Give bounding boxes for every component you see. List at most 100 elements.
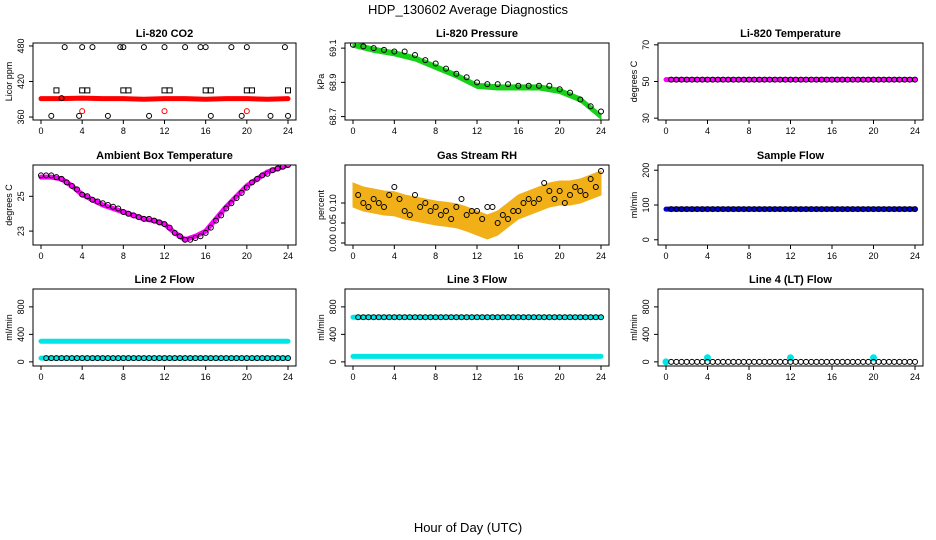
data-point [709, 358, 716, 365]
data-point [912, 358, 918, 365]
panel-series [662, 354, 918, 366]
data-point [151, 217, 158, 224]
data-point [146, 215, 153, 222]
data-point [479, 216, 486, 222]
data-point [525, 196, 532, 202]
data-point [243, 184, 250, 191]
x-tick-label: 0 [663, 251, 668, 261]
x-tick-label: 8 [121, 372, 126, 382]
data-point [182, 44, 189, 51]
data-point [494, 220, 501, 226]
data-point [678, 358, 685, 365]
x-tick-label: 8 [746, 372, 751, 382]
data-point [207, 224, 214, 231]
data-point [787, 354, 794, 362]
panel-frame [32, 288, 297, 367]
data-point [192, 235, 199, 242]
data-point [61, 44, 68, 51]
data-point [233, 195, 240, 202]
data-point [688, 358, 695, 365]
data-point [818, 358, 825, 365]
y-tick-label: 70 [641, 40, 651, 50]
panel-series [663, 76, 918, 83]
x-tick-label: 24 [283, 372, 293, 382]
data-point [556, 188, 563, 194]
x-tick-label: 12 [159, 251, 169, 261]
x-tick-label: 16 [201, 372, 211, 382]
x-tick-label: 16 [513, 126, 523, 136]
x-tick-label: 12 [785, 372, 795, 382]
data-point [274, 165, 281, 172]
figure-xlabel: Hour of Day (UTC) [414, 520, 522, 535]
data-point [212, 217, 219, 224]
chart-panel: Li-820 Pressure kPa 0 4 8 12 16 20 24 68.7 68.9 69.… [316, 28, 610, 136]
chart-panel: Line 2 Flow ml/min 0 4 8 12 16 20 24 0 400 800 [4, 274, 297, 382]
data-point [515, 82, 522, 89]
data-point [823, 358, 830, 365]
x-tick-label: 0 [663, 372, 668, 382]
y-tick-label: 0 [328, 359, 338, 364]
data-point [381, 204, 387, 210]
panel-series [38, 338, 291, 362]
data-point [146, 112, 153, 119]
figure-title: HDP_130602 Average Diagnostics [368, 2, 568, 17]
data-point [834, 358, 841, 365]
y-tick-label: 30 [641, 113, 651, 123]
data-point [474, 208, 480, 214]
data-point [110, 203, 117, 210]
data-point [58, 95, 65, 102]
data-point [412, 192, 418, 198]
x-tick-label: 16 [513, 251, 523, 261]
data-point [48, 112, 55, 119]
data-point [207, 112, 214, 119]
data-point [725, 358, 732, 365]
data-point [248, 179, 255, 186]
data-point [699, 358, 706, 365]
data-point [792, 358, 799, 365]
x-tick-label: 4 [392, 372, 397, 382]
data-point [187, 236, 194, 243]
data-point [259, 172, 266, 179]
data-point [417, 204, 424, 210]
data-point [673, 358, 680, 365]
data-point [391, 48, 398, 55]
x-tick-label: 20 [555, 126, 565, 136]
data-point [766, 358, 773, 365]
data-point [598, 108, 604, 115]
y-tick-label: 400 [641, 327, 651, 342]
y-tick-label: 68.9 [328, 74, 338, 92]
x-tick-label: 0 [38, 126, 43, 136]
data-point [156, 219, 163, 226]
data-point [541, 180, 548, 186]
y-tick-label: 23 [16, 226, 26, 236]
data-point [197, 233, 204, 240]
data-point [401, 48, 408, 55]
panel-title: Li-820 CO2 [136, 28, 193, 40]
y-tick-label: 800 [16, 299, 26, 314]
data-point [577, 96, 584, 103]
data-point [125, 87, 132, 94]
y-tick-label: 25 [16, 191, 26, 201]
data-point [68, 182, 75, 189]
data-point [598, 314, 604, 321]
x-tick-label: 8 [746, 251, 751, 261]
x-tick-label: 8 [121, 126, 126, 136]
panel-ylabel: ml/min [316, 314, 326, 341]
data-point [891, 358, 898, 365]
data-point [176, 233, 183, 240]
data-point [771, 358, 778, 365]
panel-ylabel: kPa [316, 74, 326, 90]
data-point [238, 189, 245, 196]
data-point [285, 355, 291, 362]
data-point [84, 193, 91, 200]
x-tick-label: 8 [433, 372, 438, 382]
data-point [84, 87, 91, 94]
data-point [427, 208, 434, 214]
data-point [592, 184, 599, 190]
x-tick-label: 16 [827, 126, 837, 136]
x-tick-label: 0 [350, 126, 355, 136]
x-tick-label: 8 [746, 126, 751, 136]
data-point [432, 204, 439, 210]
y-tick-label: 100 [641, 197, 651, 212]
